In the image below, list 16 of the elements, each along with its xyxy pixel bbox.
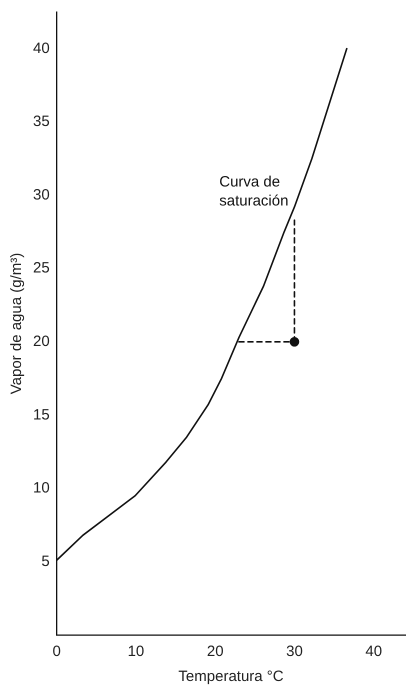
x-tick-label: 10 [128,643,144,660]
x-tick-label: 40 [365,643,382,660]
y-tick-label: 5 [41,552,50,570]
y-tick-label: 35 [32,113,50,130]
y-tick-label: 15 [32,406,50,424]
annotation: Curva de saturación [219,174,288,210]
y-axis-title: Vapor de agua (g/m³) [8,252,26,394]
y-tick-label: 10 [32,480,50,497]
y-tick-label: 30 [32,186,50,204]
x-tick-label: 30 [286,643,303,660]
x-tick-label: 0 [52,643,61,660]
y-tick-label: 20 [32,332,50,350]
y-tick-label: 40 [32,40,50,57]
x-tick-label: 20 [206,643,224,660]
x-axis-title: Temperatura °C [178,668,284,686]
y-tick-label: 25 [32,260,50,277]
